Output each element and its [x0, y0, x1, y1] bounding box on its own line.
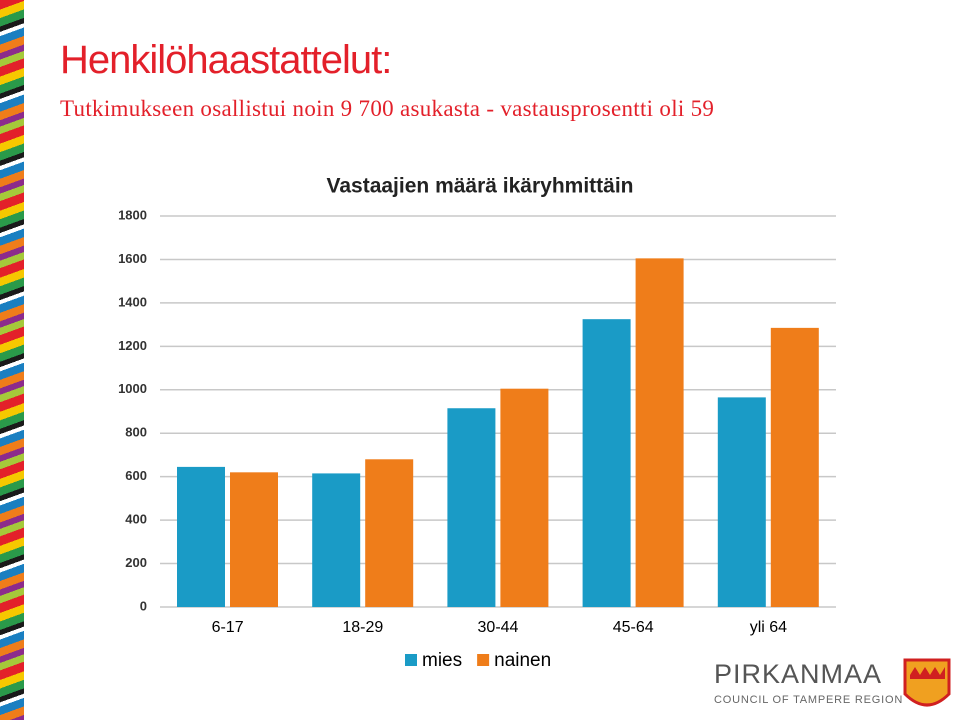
y-tick-label: 800: [125, 425, 147, 440]
bar: [447, 408, 496, 607]
logo-tagline: COUNCIL OF TAMPERE REGION: [714, 694, 903, 706]
y-tick-label: 1600: [118, 251, 147, 266]
y-tick-label: 400: [125, 512, 147, 527]
bar: [635, 258, 684, 607]
slide-title: Henkilöhaastattelut:: [60, 38, 392, 82]
y-tick-label: 200: [125, 555, 147, 570]
y-tick-label: 1800: [118, 207, 147, 222]
bar: [770, 327, 819, 607]
bar: [312, 473, 361, 607]
y-tick-label: 1000: [118, 381, 147, 396]
y-tick-label: 1200: [118, 338, 147, 353]
bar: [500, 388, 549, 607]
x-tick-label: 18-29: [342, 619, 383, 636]
x-tick-label: 30-44: [478, 619, 519, 636]
legend-label: mies: [422, 650, 462, 671]
y-tick-label: 0: [140, 598, 147, 613]
bar: [230, 472, 278, 607]
logo-shield: [903, 658, 951, 707]
chart-title: Vastaajien määrä ikäryhmittäin: [327, 175, 634, 198]
logo-name: PIRKANMAA: [714, 659, 882, 689]
y-tick-label: 600: [125, 468, 147, 483]
legend-swatch: [405, 654, 417, 666]
legend-swatch: [477, 654, 490, 666]
bar: [177, 466, 225, 607]
x-tick-label: 6-17: [212, 619, 244, 636]
x-tick-label: 45-64: [613, 619, 654, 636]
bar: [582, 319, 631, 607]
logo-crown: [910, 667, 945, 679]
decor-stripe: [0, 0, 24, 720]
bar: [365, 459, 414, 607]
y-tick-label: 1400: [118, 294, 147, 309]
legend-label: nainen: [494, 650, 551, 671]
slide-subtitle: Tutkimukseen osallistui noin 9 700 asuka…: [60, 96, 715, 121]
bar: [717, 397, 766, 607]
x-tick-label: yli 64: [750, 619, 787, 636]
